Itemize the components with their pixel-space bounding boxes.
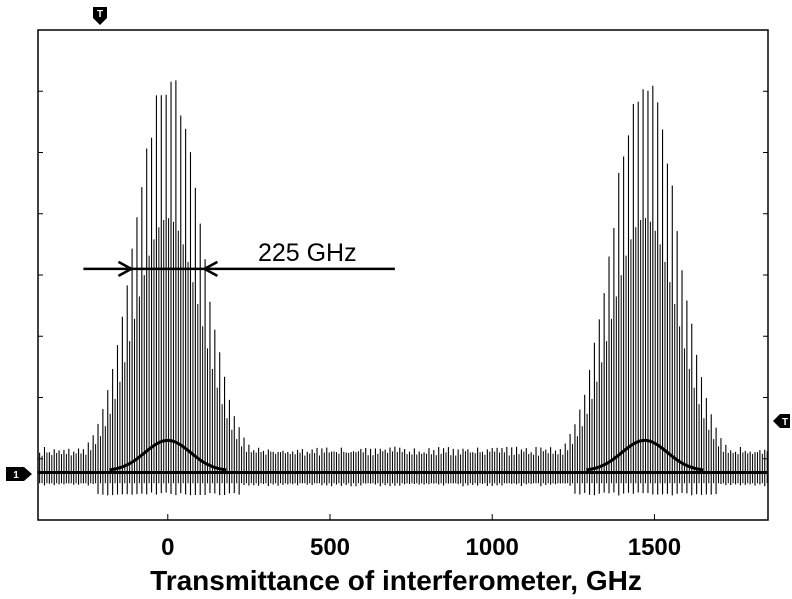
right-marker[interactable]: T [773,414,790,428]
envelope-series [38,438,768,475]
width-annotation: 225 GHz [83,239,395,277]
plot-frame [37,29,769,521]
top-marker-label: T [97,9,103,20]
x-tick-label: 0 [161,534,174,561]
envelope-curve [586,438,704,472]
x-axis-label: Transmittance of interferometer, GHz [150,565,642,596]
annotation-arrow-right [201,260,219,277]
x-tick-label: 500 [310,534,350,561]
left-marker-shape [6,467,32,481]
x-tick-label: 1500 [628,534,681,561]
annotation-arrow-left [117,260,135,277]
right-marker-shape [773,414,790,428]
x-tick-label: 1000 [466,534,519,561]
left-marker-label: 1 [13,470,19,481]
left-marker[interactable]: 1 [6,467,32,481]
top-marker[interactable]: T [93,7,107,25]
top-marker-shape [93,7,107,25]
fringe-series [39,80,768,496]
right-marker-label: T [782,417,788,428]
annotation-label: 225 GHz [258,239,357,267]
x-tick-labels: 0 500 1000 1500 [161,534,681,561]
envelope-curve [109,438,227,472]
